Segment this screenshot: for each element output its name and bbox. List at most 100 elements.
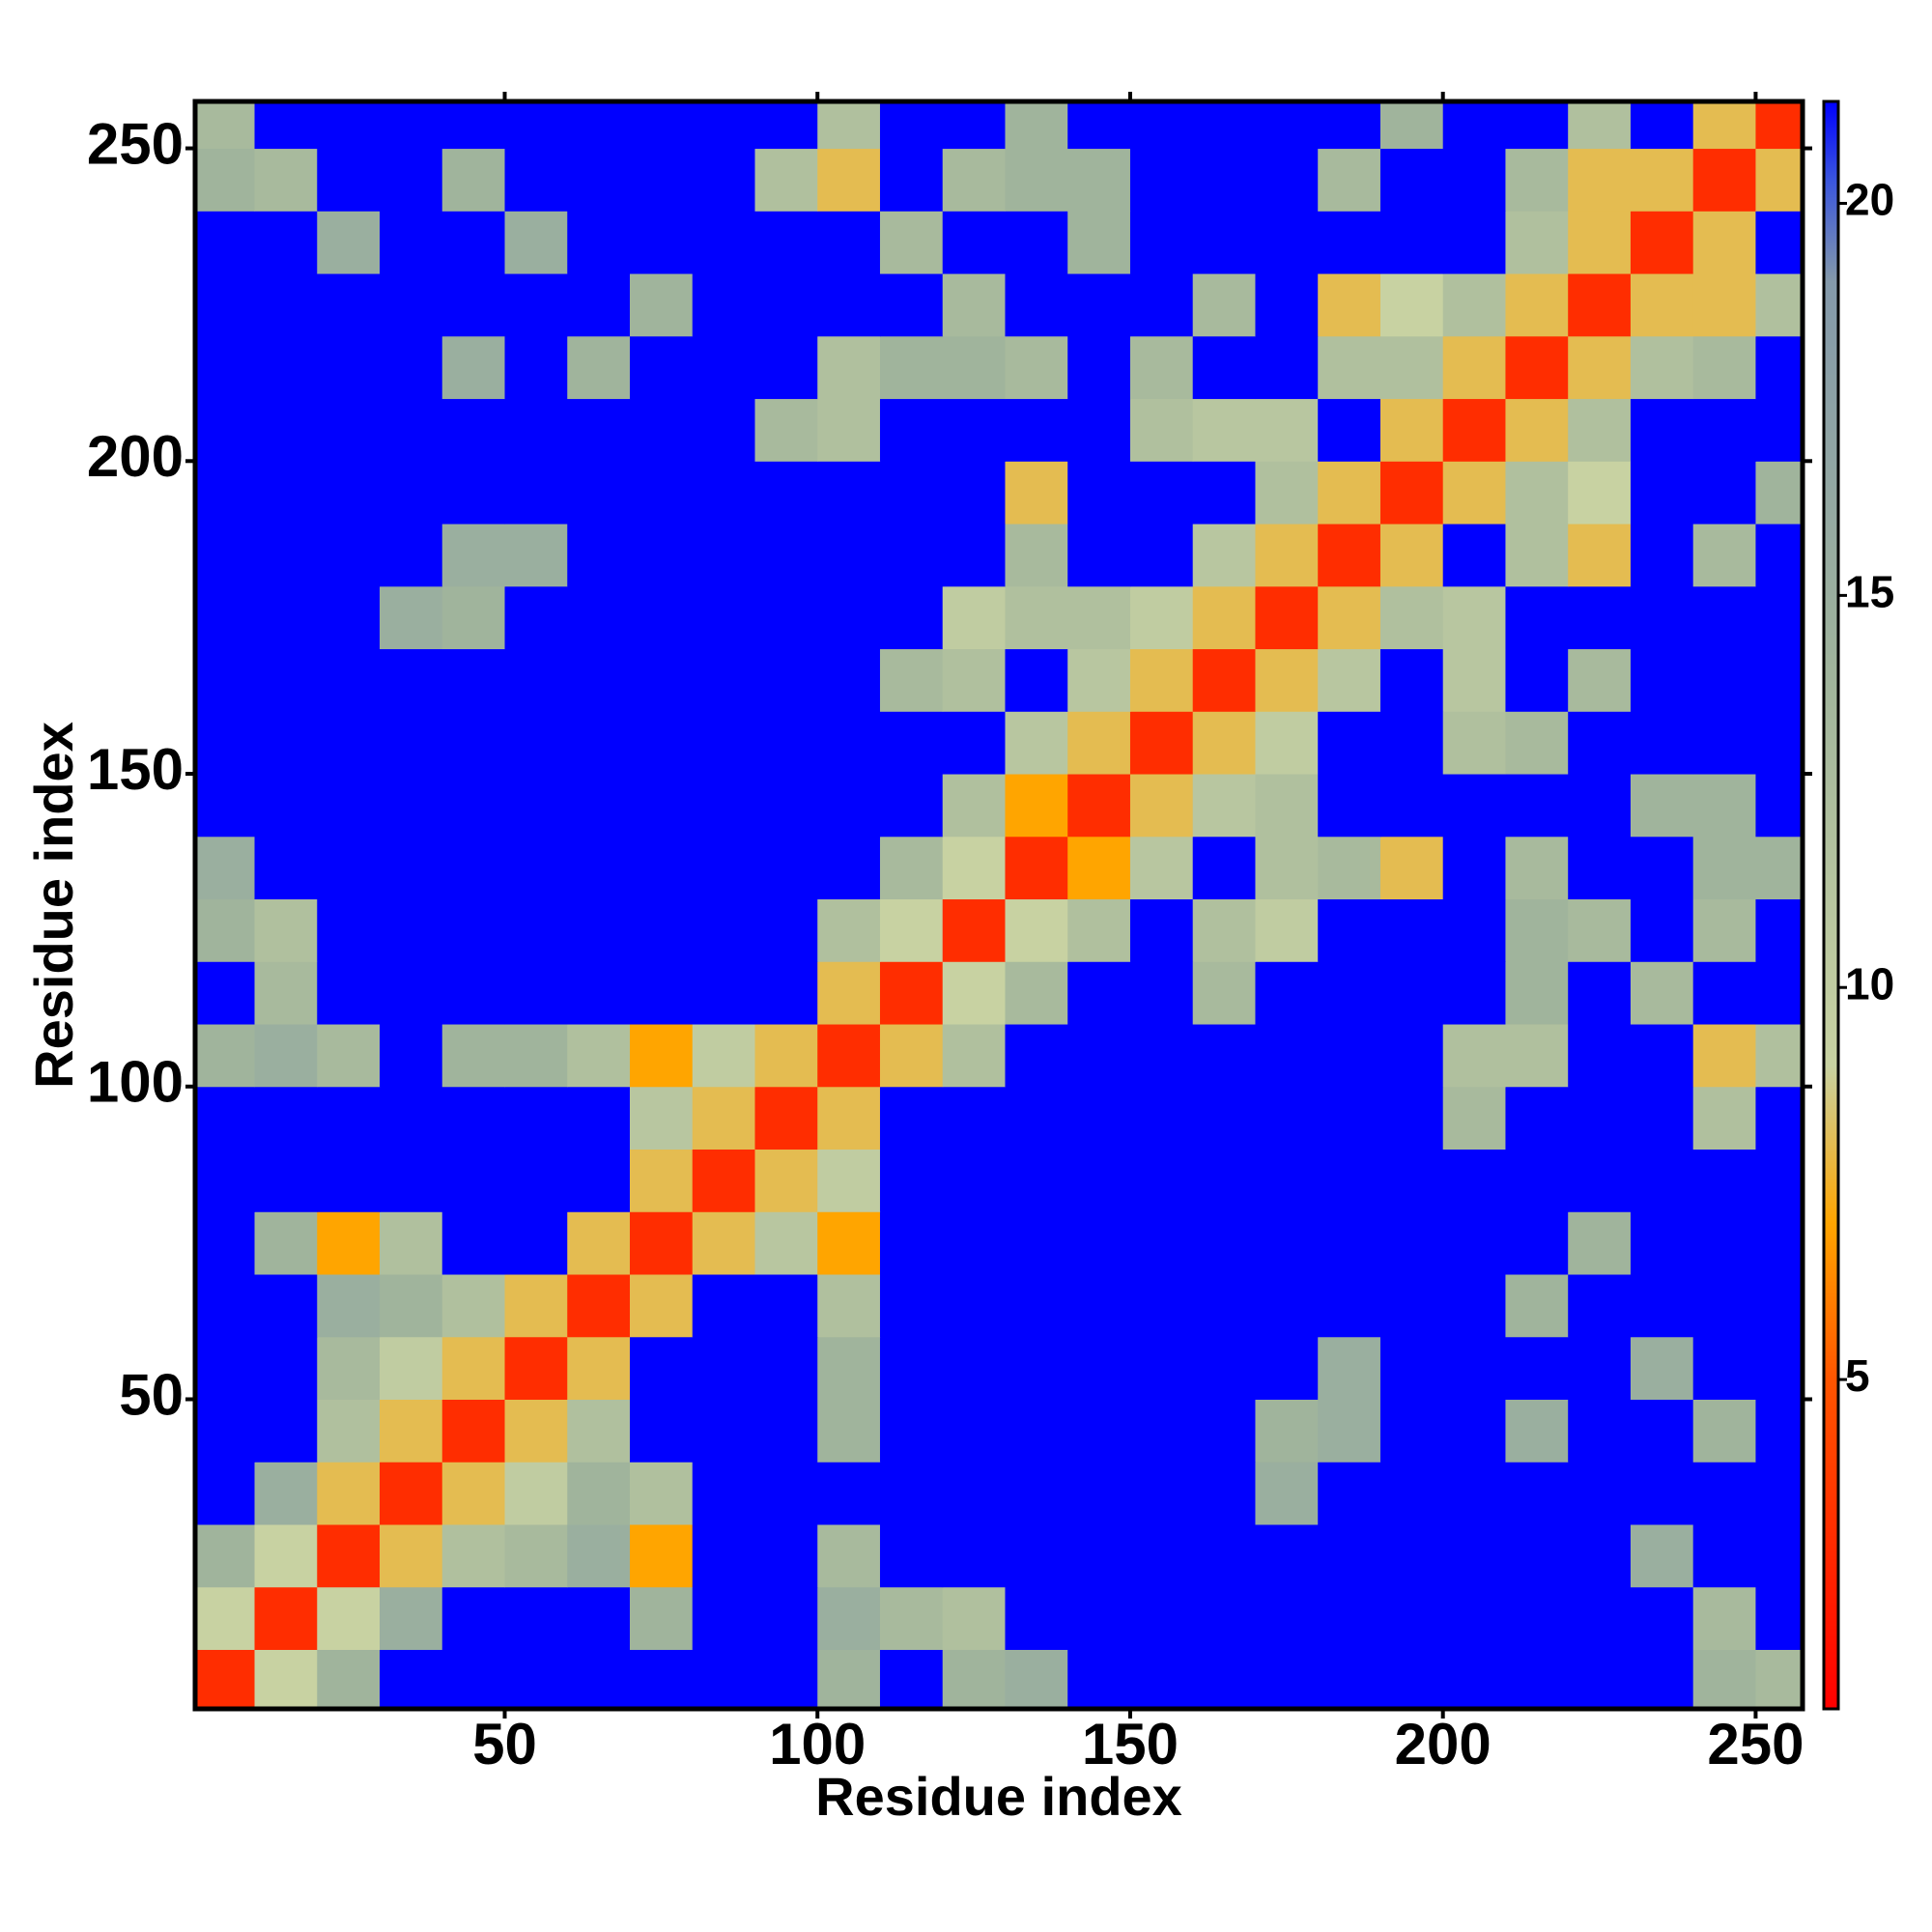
heatmap-cell [504, 211, 568, 274]
heatmap-cell [380, 1523, 443, 1588]
heatmap-cell [629, 148, 694, 212]
heatmap-cell [441, 1086, 505, 1151]
heatmap-cell [1755, 585, 1803, 650]
heatmap-cell [1442, 1462, 1506, 1525]
heatmap-cell [1129, 461, 1194, 525]
heatmap-cell [629, 398, 694, 462]
heatmap-cell [504, 461, 568, 525]
heatmap-cell [1379, 711, 1444, 775]
heatmap-cell [254, 898, 318, 962]
heatmap-cell [195, 1336, 256, 1401]
heatmap-cell [567, 524, 631, 587]
heatmap-cell [1318, 961, 1381, 1025]
heatmap-cell [1505, 774, 1569, 838]
heatmap-cell [817, 1211, 881, 1275]
heatmap-cell [567, 398, 631, 462]
heatmap-cell [692, 211, 755, 274]
heatmap-cell [1568, 398, 1632, 462]
heatmap-cell [1192, 961, 1256, 1025]
heatmap-cell [1755, 1024, 1803, 1088]
heatmap-cell [1630, 1462, 1694, 1525]
heatmap-cell [754, 461, 818, 525]
heatmap-cell [754, 774, 818, 838]
heatmap-cell [879, 398, 944, 462]
heatmap-cell [754, 1086, 818, 1151]
heatmap-cell [1255, 1274, 1319, 1338]
heatmap-cell [1192, 101, 1256, 150]
heatmap-cell [380, 1336, 443, 1401]
heatmap-cell [629, 774, 694, 838]
heatmap-cell [317, 398, 381, 462]
heatmap-cell [567, 1149, 631, 1212]
heatmap-cell [692, 1211, 755, 1275]
heatmap-cell [195, 524, 256, 587]
heatmap-cell [817, 961, 881, 1025]
heatmap-cell [1192, 1462, 1256, 1525]
heatmap-cell [1442, 1086, 1506, 1151]
heatmap-cell [317, 648, 381, 712]
heatmap-cell [1755, 774, 1803, 838]
heatmap-cell [879, 1211, 944, 1275]
heatmap-cell [1755, 101, 1803, 150]
heatmap-cell [1630, 774, 1694, 838]
heatmap-cell [754, 1274, 818, 1338]
heatmap-cell [567, 774, 631, 838]
heatmap-cell [879, 101, 944, 150]
heatmap-cell [195, 711, 256, 775]
heatmap-cell [692, 335, 755, 400]
heatmap-cell [1067, 1399, 1131, 1463]
heatmap-cell [692, 1274, 755, 1338]
heatmap-cell [504, 1586, 568, 1650]
heatmap-cell [1379, 585, 1444, 650]
heatmap-cell [1318, 1399, 1381, 1463]
heatmap-cell [195, 836, 256, 900]
heatmap-cell [441, 1336, 505, 1401]
heatmap-cell [254, 148, 318, 212]
heatmap-cell [254, 1462, 318, 1525]
heatmap-cell [317, 335, 381, 400]
heatmap-cell [1318, 335, 1381, 400]
heatmap-cell [504, 836, 568, 900]
heatmap-cell [754, 898, 818, 962]
heatmap-cell [817, 898, 881, 962]
heatmap-cell [380, 774, 443, 838]
heatmap-cell [879, 1649, 944, 1709]
heatmap-cell [942, 335, 1006, 400]
heatmap-cell [1755, 1523, 1803, 1588]
heatmap-cell [1505, 648, 1569, 712]
heatmap-cell [1192, 398, 1256, 462]
heatmap-cell [1255, 1649, 1319, 1709]
heatmap-cell [1067, 774, 1131, 838]
heatmap-cell [879, 898, 944, 962]
heatmap-cell [1005, 1336, 1068, 1401]
heatmap-cell [754, 961, 818, 1025]
heatmap-cell [1755, 148, 1803, 212]
heatmap-cell [1755, 335, 1803, 400]
heatmap-cell [1005, 585, 1068, 650]
heatmap-cell [817, 711, 881, 775]
heatmap-cell [1442, 585, 1506, 650]
heatmap-cell [317, 1399, 381, 1463]
heatmap-cell [567, 335, 631, 400]
heatmap-cell [1692, 1149, 1756, 1212]
heatmap-cell [1129, 898, 1194, 962]
heatmap-cell [195, 335, 256, 400]
heatmap-cell [504, 335, 568, 400]
heatmap-cell [1005, 1523, 1068, 1588]
heatmap-cell [1005, 101, 1068, 150]
heatmap-cell [1318, 1462, 1381, 1525]
heatmap-cell [195, 461, 256, 525]
heatmap-cell [1067, 1336, 1131, 1401]
heatmap-cell [1505, 1336, 1569, 1401]
heatmap-cell [1192, 335, 1256, 400]
heatmap-cell [380, 398, 443, 462]
heatmap-cell [195, 585, 256, 650]
heatmap-cell [754, 1586, 818, 1650]
heatmap-cell [1755, 1649, 1803, 1709]
heatmap-cell [317, 585, 381, 650]
heatmap-cell [1067, 101, 1131, 150]
heatmap-cell [1192, 836, 1256, 900]
heatmap-cell [1192, 585, 1256, 650]
heatmap-cell [692, 524, 755, 587]
heatmap-cell [1318, 898, 1381, 962]
